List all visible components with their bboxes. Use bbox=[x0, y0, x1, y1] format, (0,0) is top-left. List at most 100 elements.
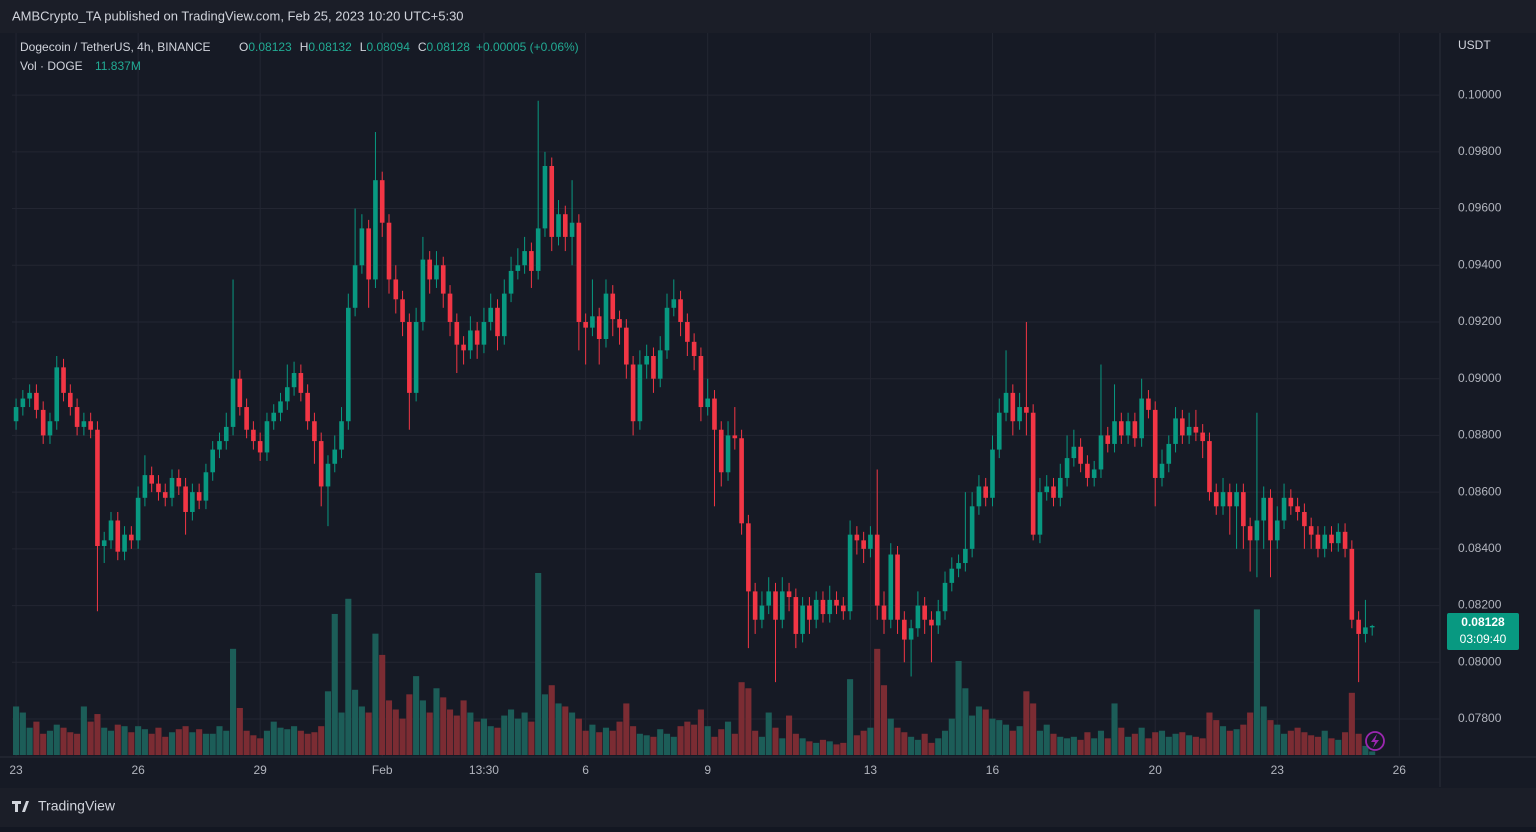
volume-bar bbox=[263, 730, 271, 755]
candle-body bbox=[813, 599, 819, 620]
volume-bar bbox=[1247, 712, 1254, 755]
volume-bar bbox=[40, 733, 47, 755]
candle-body bbox=[590, 316, 595, 328]
x-tick-label: 16 bbox=[986, 763, 1000, 777]
candle-body bbox=[1261, 497, 1267, 521]
candle-body bbox=[786, 591, 792, 598]
candle-body bbox=[488, 307, 494, 322]
volume-bar bbox=[1179, 732, 1186, 755]
volume-bar bbox=[880, 685, 888, 755]
candle-body bbox=[922, 605, 927, 620]
volume-bar bbox=[80, 706, 87, 755]
candle-body bbox=[352, 265, 358, 308]
candle-body bbox=[746, 523, 751, 592]
volume-bar bbox=[562, 706, 569, 755]
x-tick-label: 26 bbox=[131, 763, 145, 777]
candle-body bbox=[108, 520, 114, 541]
volume-bar bbox=[697, 709, 704, 755]
volume-bar bbox=[901, 732, 908, 755]
candle-body bbox=[1030, 412, 1036, 535]
volume-bar bbox=[480, 718, 487, 755]
volume-bar bbox=[1125, 736, 1132, 755]
legend-key: H bbox=[300, 40, 309, 54]
volume-bar bbox=[1158, 730, 1166, 755]
volume-bar bbox=[1226, 730, 1233, 755]
volume-bar bbox=[738, 682, 745, 755]
legend-value: 0.08132 bbox=[308, 40, 352, 54]
candle-body bbox=[20, 398, 26, 408]
volume-bar bbox=[819, 739, 827, 755]
candle-body bbox=[1234, 492, 1239, 507]
volume-bar bbox=[474, 721, 481, 755]
candle-body bbox=[854, 534, 860, 541]
candle-body bbox=[1193, 426, 1199, 433]
y-tick-label: 0.09800 bbox=[1458, 144, 1502, 158]
volume-bar bbox=[175, 729, 182, 755]
volume-bar bbox=[13, 706, 20, 755]
volume-bar bbox=[453, 715, 460, 755]
volume-bar bbox=[236, 707, 243, 755]
x-tick-label: 9 bbox=[704, 763, 711, 777]
candle-body bbox=[393, 279, 399, 300]
x-tick-label: 26 bbox=[1393, 763, 1407, 777]
candle-body bbox=[1064, 458, 1070, 478]
candle-body bbox=[1363, 627, 1368, 634]
x-tick-label: 13 bbox=[864, 763, 878, 777]
volume-bar bbox=[189, 732, 196, 755]
volume-bar bbox=[1192, 736, 1199, 755]
bolt-button[interactable] bbox=[1365, 731, 1385, 751]
volume-bar bbox=[318, 726, 325, 755]
candle-body bbox=[95, 429, 100, 547]
volume-legend-name: Vol · DOGE bbox=[20, 59, 83, 73]
footer-brand: TradingView bbox=[38, 798, 116, 814]
volume-bar bbox=[1301, 732, 1308, 755]
currency-label: USDT bbox=[1458, 38, 1491, 52]
candle-body bbox=[1051, 486, 1056, 498]
volume-bar bbox=[1111, 703, 1118, 755]
candle-body bbox=[779, 591, 785, 620]
volume-bar bbox=[291, 726, 298, 755]
price-tag: 0.08128 03:09:40 bbox=[1447, 612, 1519, 650]
footer-logo: TradingView bbox=[12, 798, 116, 814]
bolt-ring[interactable] bbox=[1365, 731, 1385, 751]
candle-body bbox=[440, 265, 446, 294]
candle-body bbox=[1132, 421, 1138, 439]
candle-body bbox=[671, 299, 677, 308]
candle-body bbox=[203, 472, 209, 501]
candle-body bbox=[935, 611, 941, 626]
volume-bar bbox=[1240, 724, 1247, 755]
volume-bar bbox=[962, 688, 969, 755]
y-tick-label: 0.08200 bbox=[1458, 598, 1502, 612]
volume-bar bbox=[223, 730, 230, 755]
candle-body bbox=[223, 426, 229, 442]
volume-bar bbox=[270, 721, 277, 755]
x-tick-label: 29 bbox=[253, 763, 267, 777]
volume-bar bbox=[1342, 732, 1349, 755]
candle-body bbox=[298, 373, 304, 393]
volume-bar bbox=[813, 742, 820, 755]
candle-body bbox=[264, 421, 270, 453]
volume-bar bbox=[202, 733, 209, 755]
candle-body bbox=[712, 398, 717, 430]
volume-bar bbox=[1369, 751, 1376, 755]
volume-bar bbox=[860, 730, 867, 755]
y-tick-label: 0.07800 bbox=[1458, 711, 1502, 725]
x-tick-label: 13:30 bbox=[469, 763, 499, 777]
volume-bar bbox=[162, 736, 169, 755]
candle-body bbox=[1220, 492, 1226, 507]
volume-bar bbox=[1077, 739, 1084, 755]
candle-body bbox=[569, 222, 575, 237]
volume-bar bbox=[623, 703, 630, 755]
candle-body bbox=[156, 483, 161, 493]
volume-bar bbox=[257, 738, 264, 755]
volume-bar bbox=[867, 727, 874, 755]
candle-body bbox=[759, 605, 765, 620]
candle-body bbox=[739, 438, 744, 524]
candle-body bbox=[74, 407, 80, 427]
candle-body bbox=[963, 548, 968, 564]
candle-body bbox=[149, 475, 154, 484]
volume-bar bbox=[969, 715, 976, 755]
candle-body bbox=[583, 321, 588, 328]
candle-body bbox=[230, 378, 236, 427]
bolt-icon[interactable] bbox=[1371, 734, 1379, 748]
